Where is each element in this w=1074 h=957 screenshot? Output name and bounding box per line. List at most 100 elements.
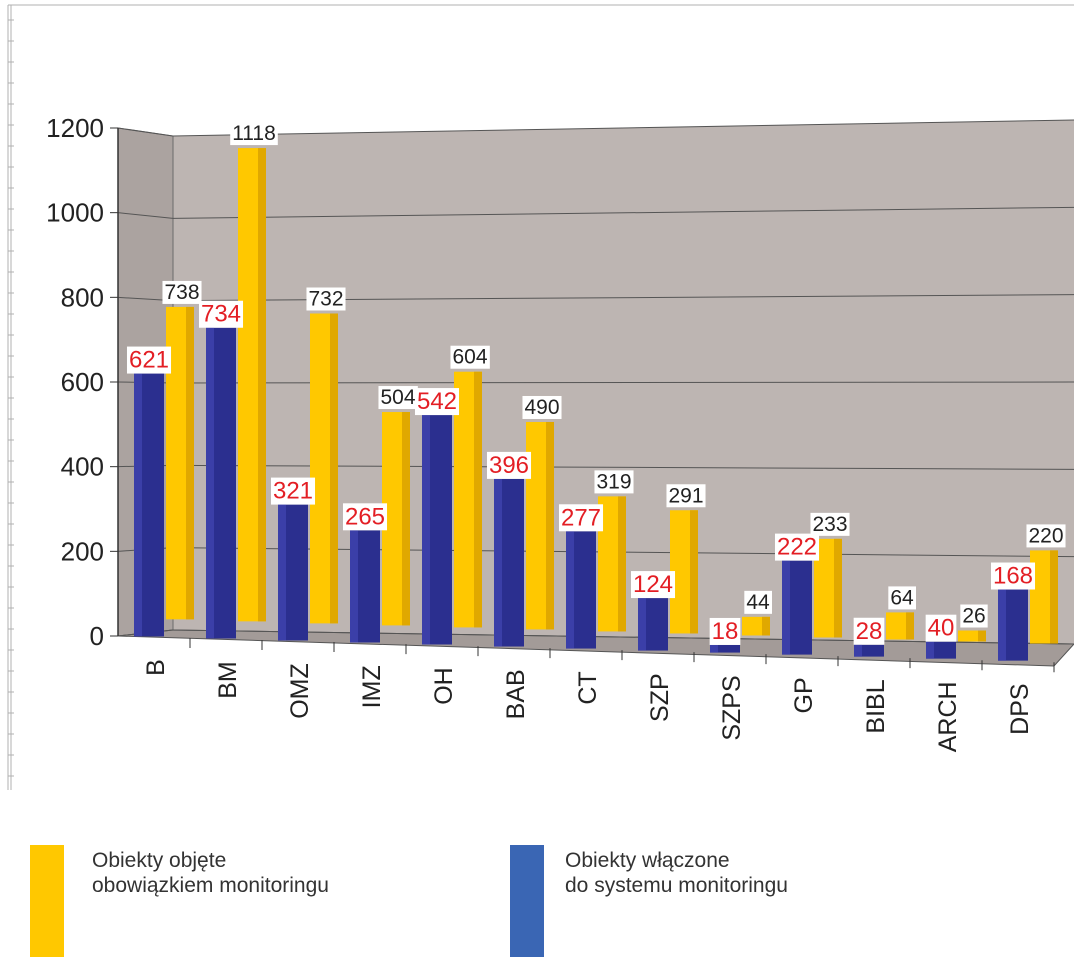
data-label-box — [558, 504, 604, 532]
data-label-box — [1026, 524, 1066, 548]
data-label-box — [960, 604, 988, 628]
y-tick-label: 1000 — [46, 198, 104, 228]
bar-planned-side — [762, 616, 770, 636]
bar-connected-side — [926, 641, 934, 659]
y-tick-label: 1200 — [46, 113, 104, 143]
data-label-connected: 28 — [856, 618, 883, 645]
legend-label-planned: Obiekty objęte obowiązkiem monitoringu — [92, 849, 329, 897]
bar-connected-side — [278, 504, 286, 641]
bar-planned-side — [186, 306, 194, 620]
legend-label-connected: Obiekty włączone do systemu monitoringu — [565, 849, 788, 897]
data-label-box — [888, 586, 916, 610]
gridline-side — [117, 212, 174, 219]
data-label-connected: 396 — [489, 452, 529, 479]
data-label-box — [666, 484, 706, 508]
bar-connected-side — [638, 598, 646, 651]
x-tick-label: BIBL — [862, 679, 890, 733]
data-label-connected: 18 — [712, 618, 739, 645]
x-tick-label: IMZ — [358, 665, 386, 708]
data-label-box — [450, 345, 490, 369]
y-tick-label: 400 — [61, 452, 104, 482]
bar-planned — [958, 630, 986, 642]
data-label-planned: 1118 — [232, 122, 276, 145]
bar-connected-side — [206, 327, 214, 639]
data-label-box — [709, 617, 741, 645]
data-label-box — [853, 617, 885, 645]
data-label-connected: 265 — [345, 503, 385, 530]
bar-planned-side — [330, 313, 338, 624]
data-label-box — [162, 280, 202, 304]
data-label-connected: 124 — [633, 571, 673, 598]
data-label-connected: 277 — [561, 504, 601, 531]
x-tick-label: CT — [574, 671, 602, 704]
bar-connected-side — [854, 644, 862, 657]
bar-connected-side — [494, 478, 502, 647]
data-label-planned: 504 — [380, 386, 415, 409]
data-label-planned: 220 — [1028, 524, 1063, 547]
data-label-box — [522, 395, 562, 419]
data-label-connected: 321 — [273, 478, 313, 505]
data-label-box — [270, 477, 316, 505]
data-label-box — [342, 503, 388, 531]
x-tick-label: SZP — [646, 673, 674, 722]
y-tick-label: 0 — [90, 621, 104, 651]
gridline — [172, 629, 1074, 645]
data-label-box — [306, 287, 346, 311]
data-label-box — [744, 590, 772, 614]
bar-planned-side — [474, 371, 482, 628]
data-label-connected: 734 — [201, 301, 241, 328]
bar-planned-side — [906, 612, 914, 640]
bar-planned-side — [834, 538, 842, 638]
data-label-box — [230, 122, 278, 146]
x-tick-label: SZPS — [718, 675, 746, 740]
data-label-planned: 738 — [164, 281, 199, 304]
data-label-planned: 233 — [812, 513, 847, 536]
bar-connected-side — [710, 644, 718, 653]
gridline — [172, 119, 1074, 137]
data-label-connected: 542 — [417, 388, 457, 415]
bar-planned-side — [402, 412, 410, 626]
x-tick-label: ARCH — [934, 681, 962, 752]
bar-planned-side — [618, 496, 626, 632]
data-label-planned: 604 — [452, 346, 487, 369]
data-label-planned: 26 — [962, 605, 985, 628]
data-label-connected: 40 — [928, 615, 955, 642]
legend-swatch-connected — [510, 845, 544, 957]
data-label-planned: 291 — [668, 484, 703, 507]
data-label-box — [378, 386, 418, 410]
data-label-planned: 490 — [524, 396, 559, 419]
data-label-box — [594, 470, 634, 494]
bar-connected-side — [350, 530, 358, 643]
data-label-box — [925, 614, 957, 642]
data-label-planned: 64 — [890, 586, 914, 609]
bar-connected — [854, 644, 884, 657]
bar-connected-side — [422, 415, 430, 645]
bar-connected-side — [998, 589, 1006, 661]
gridline-side — [117, 127, 174, 137]
data-label-planned: 732 — [308, 287, 343, 310]
x-tick-label: B — [142, 659, 170, 676]
y-tick-label: 600 — [61, 367, 104, 397]
data-label-box — [630, 571, 676, 599]
x-tick-label: OH — [430, 667, 458, 705]
y-tick-label: 200 — [61, 536, 104, 566]
data-label-connected: 222 — [777, 534, 817, 561]
bar-planned-side — [546, 421, 554, 630]
data-label-box — [126, 346, 172, 374]
x-tick-label: GP — [790, 677, 818, 713]
bar-planned-side — [978, 630, 986, 642]
data-label-box — [198, 300, 244, 328]
bar-planned-side — [690, 510, 698, 634]
y-tick-label: 800 — [61, 282, 104, 312]
legend-swatch-planned — [30, 845, 64, 957]
data-label-box — [414, 388, 460, 416]
data-label-planned: 319 — [596, 470, 631, 493]
gridline — [172, 206, 1074, 219]
data-label-box — [486, 451, 532, 479]
data-label-connected: 168 — [993, 563, 1033, 590]
bar-planned-side — [1050, 550, 1058, 644]
bar-connected — [710, 644, 740, 653]
x-tick-label: BM — [214, 661, 242, 699]
data-label-box — [810, 512, 850, 536]
